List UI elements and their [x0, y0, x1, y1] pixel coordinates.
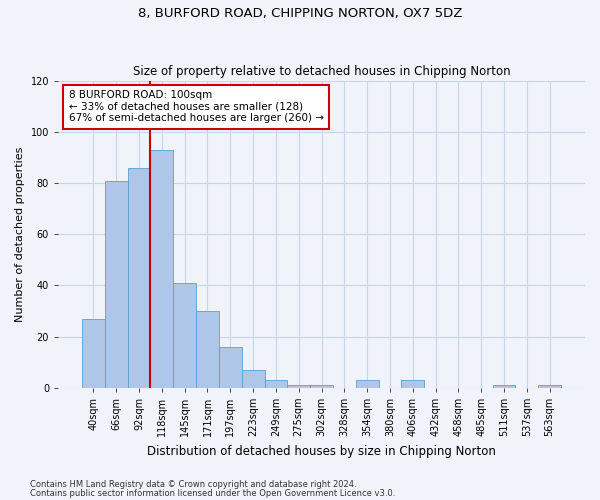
Bar [401, 380, 424, 388]
Bar [538, 385, 561, 388]
Bar [105, 180, 128, 388]
Bar [493, 385, 515, 388]
Bar [173, 283, 196, 388]
Bar [265, 380, 287, 388]
Text: 8, BURFORD ROAD, CHIPPING NORTON, OX7 5DZ: 8, BURFORD ROAD, CHIPPING NORTON, OX7 5D… [138, 8, 462, 20]
Bar [219, 347, 242, 388]
Y-axis label: Number of detached properties: Number of detached properties [15, 146, 25, 322]
Bar [356, 380, 379, 388]
Bar [128, 168, 151, 388]
Bar [242, 370, 265, 388]
Title: Size of property relative to detached houses in Chipping Norton: Size of property relative to detached ho… [133, 66, 511, 78]
X-axis label: Distribution of detached houses by size in Chipping Norton: Distribution of detached houses by size … [147, 444, 496, 458]
Text: Contains public sector information licensed under the Open Government Licence v3: Contains public sector information licen… [30, 488, 395, 498]
Text: Contains HM Land Registry data © Crown copyright and database right 2024.: Contains HM Land Registry data © Crown c… [30, 480, 356, 489]
Bar [287, 385, 310, 388]
Bar [151, 150, 173, 388]
Text: 8 BURFORD ROAD: 100sqm
← 33% of detached houses are smaller (128)
67% of semi-de: 8 BURFORD ROAD: 100sqm ← 33% of detached… [68, 90, 323, 124]
Bar [196, 311, 219, 388]
Bar [310, 385, 333, 388]
Bar [82, 318, 105, 388]
